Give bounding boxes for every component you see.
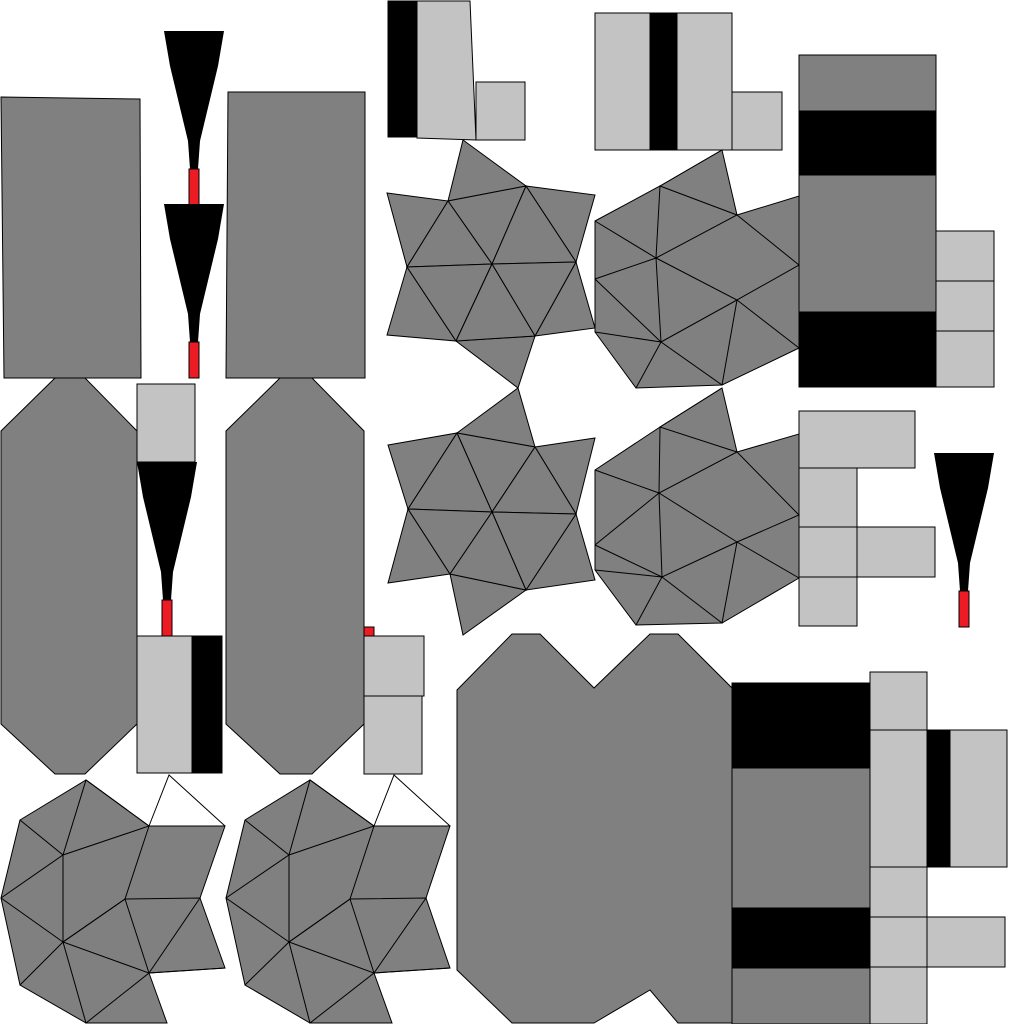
octagon-panel-right: [225, 377, 365, 775]
cross-block: [798, 410, 936, 627]
tall-panel-left: [0, 96, 142, 379]
stacked-light-blocks: [363, 626, 425, 775]
tall-panel-right: [225, 91, 366, 379]
triangle-net-bottom: [387, 387, 596, 636]
stack-right-top: [798, 54, 995, 388]
triangle-net-left: [0, 774, 226, 1024]
stripe-block-top: [387, 0, 526, 141]
light-block: [136, 383, 196, 463]
triangle-net-top: [386, 139, 596, 389]
octagon-panel-left: [0, 377, 138, 775]
hex-net-bottom: [594, 387, 800, 626]
stack-bottom-right: [731, 671, 1008, 1024]
stripe-block-middle: [594, 12, 783, 151]
stripe-block-bottom-left: [136, 635, 223, 774]
double-octagon: [456, 633, 733, 1024]
hex-net-top: [594, 149, 800, 389]
triangle-net-left-2: [225, 774, 451, 1024]
